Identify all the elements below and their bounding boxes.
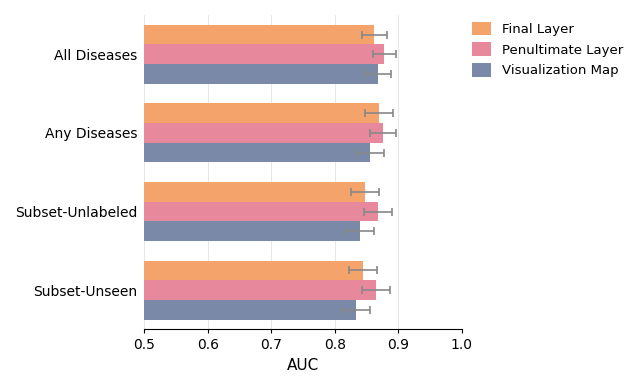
Bar — [144, 261, 364, 280]
X-axis label: AUC: AUC — [287, 358, 319, 373]
Bar — [144, 202, 378, 221]
Bar — [144, 25, 374, 45]
Bar — [144, 64, 378, 84]
Bar — [144, 143, 371, 163]
Bar — [144, 300, 356, 320]
Bar — [144, 123, 383, 143]
Bar — [144, 45, 385, 64]
Legend: Final Layer, Penultimate Layer, Visualization Map: Final Layer, Penultimate Layer, Visualiz… — [472, 22, 623, 78]
Bar — [144, 280, 376, 300]
Bar — [144, 182, 365, 202]
Bar — [144, 104, 380, 123]
Bar — [144, 221, 360, 241]
